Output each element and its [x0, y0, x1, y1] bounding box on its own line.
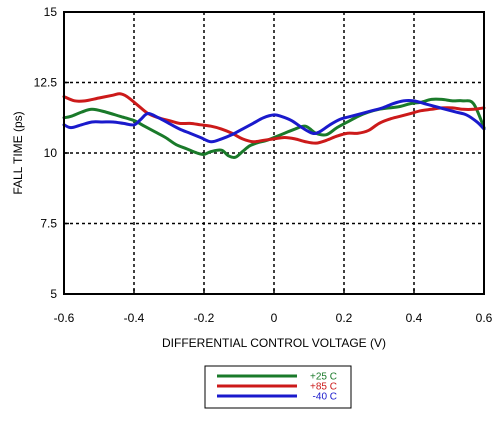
series-line-40-c [62, 98, 486, 144]
grid-lines [64, 12, 484, 294]
axis-ticks [63, 11, 485, 295]
x-tick-label: 0 [271, 311, 278, 325]
x-tick-label: 0.2 [336, 311, 353, 325]
legend-label: +25 C [310, 372, 337, 383]
x-tick-labels: -0.6 -0.4 -0.2 0 0.2 0.4 0.6 [54, 311, 493, 325]
legend: +25 C+85 C-40 C [204, 365, 352, 409]
x-tick-label: 0.6 [476, 311, 493, 325]
series-lines [62, 92, 486, 159]
x-tick-label: 0.4 [406, 311, 423, 325]
y-tick-label: 12.5 [34, 76, 58, 90]
x-tick-label: -0.2 [194, 311, 215, 325]
y-tick-label: 7.5 [40, 217, 57, 231]
series-line-85-c [62, 92, 486, 145]
x-axis-title: DIFFERENTIAL CONTROL VOLTAGE (V) [162, 336, 386, 350]
y-axis-title: FALL TIME (ps) [11, 111, 25, 194]
y-tick-label: 5 [50, 287, 57, 301]
y-tick-label: 15 [44, 5, 58, 19]
y-tick-label: 10 [44, 146, 58, 160]
legend-label: -40 C [313, 392, 337, 403]
x-tick-label: -0.4 [124, 311, 145, 325]
x-tick-label: -0.6 [54, 311, 75, 325]
legend-label: +85 C [310, 382, 337, 393]
y-tick-labels: 5 7.5 10 12.5 15 [34, 5, 58, 301]
